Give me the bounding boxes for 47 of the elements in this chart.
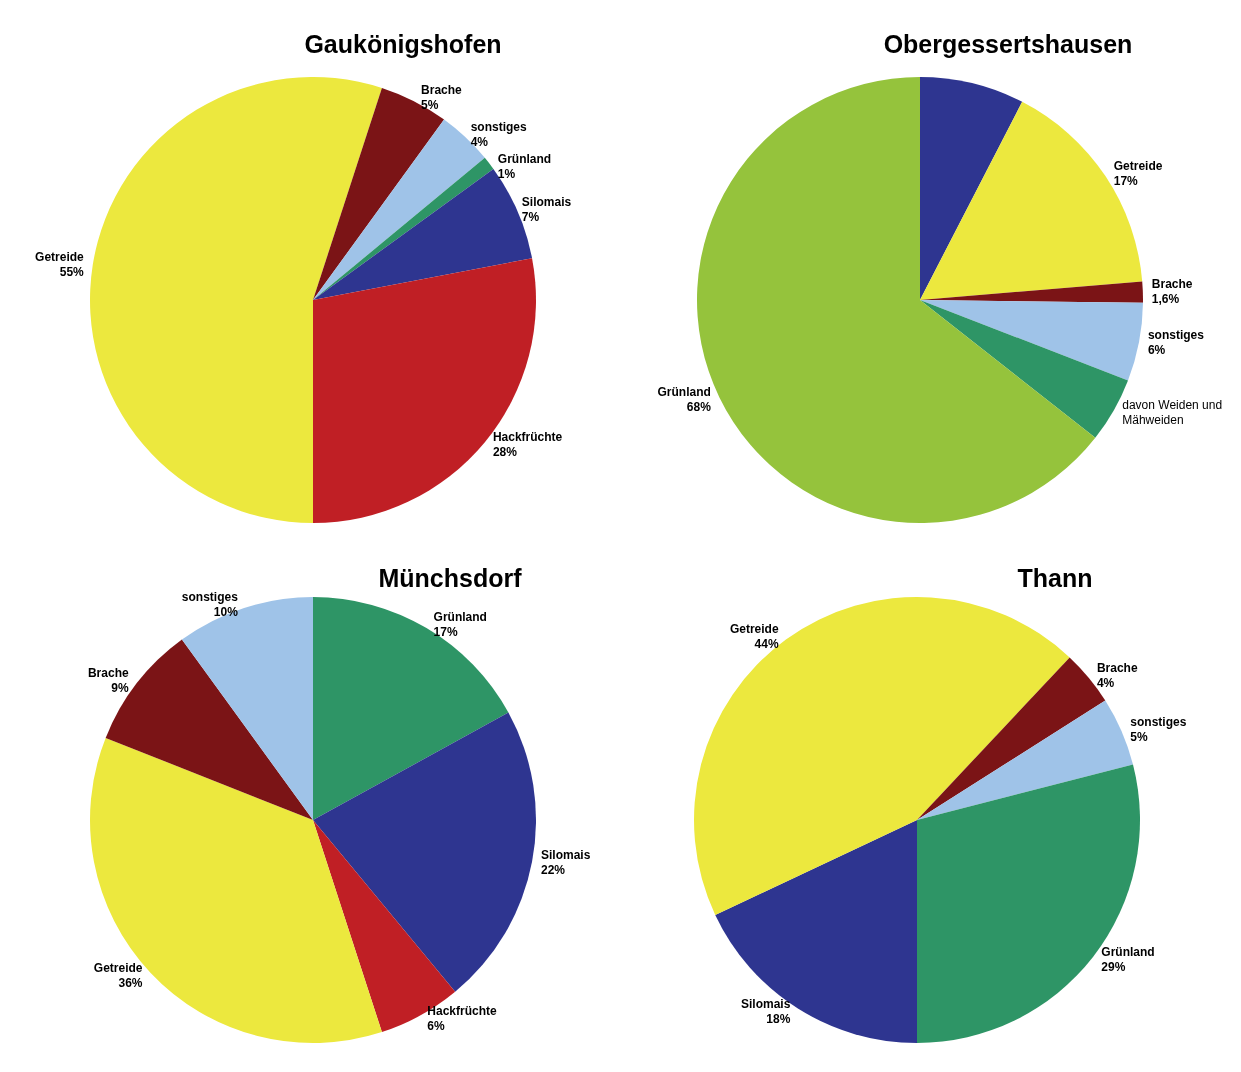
chart-title: Thann [1017,563,1093,592]
data-label: 29% [1101,959,1126,974]
slice-label: Silomais [521,195,572,210]
data-label: 9% [111,681,129,696]
data-label: 4% [470,135,489,150]
data-label: 4% [1096,675,1115,690]
data-label: 1% [497,167,516,182]
slice-label: Grünland [497,152,552,167]
slice-label: sonstiges [1130,715,1187,730]
slice-label: Grünland [1101,944,1155,959]
data-label: 22% [540,863,566,878]
slice-label: Getreide [93,960,143,975]
data-label: 18% [766,1012,791,1027]
slice-label: Getreide [35,249,85,264]
data-label: 55% [59,264,85,279]
data-label: 5% [421,98,439,113]
slice-label: sonstiges [1147,328,1205,343]
slice-label: sonstiges [181,589,239,604]
slice-label: sonstiges [470,120,527,135]
data-label: 68% [686,399,712,414]
data-label: 6% [1147,343,1166,358]
slice-label: Hackfrüchte [427,1004,498,1019]
data-label: 7% [521,210,540,225]
slice-label: Brache [87,666,129,681]
slice-label: Brache [1151,277,1193,292]
slice-label: Grünland [657,384,711,399]
slice-label: Silomais [741,997,791,1012]
chart-title: Münchsdorf [378,563,523,592]
data-label: 1,6% [1151,292,1180,307]
slice-label: Silomais [540,848,591,863]
data-label: 10% [213,604,239,619]
data-label: 17% [433,625,458,640]
slice-label: davon Weiden und Mähweiden [1122,397,1226,427]
chart-title: Gaukönigshofen [304,29,502,58]
data-label: 28% [492,445,518,460]
slice-label: Getreide [1113,159,1163,174]
data-label: 17% [1113,174,1139,189]
data-label: 5% [1130,730,1148,745]
chart-title: Obergessertshausen [883,29,1133,58]
slice-label: Brache [1096,660,1138,675]
slice-label: Getreide [729,621,779,636]
data-label: 6% [427,1019,446,1034]
data-label: 36% [118,975,143,990]
slice-label: Grünland [433,610,487,625]
slice-label: Hackfrüchte [492,430,563,445]
slice-label: Brache [421,83,463,98]
data-label: 44% [754,636,779,651]
